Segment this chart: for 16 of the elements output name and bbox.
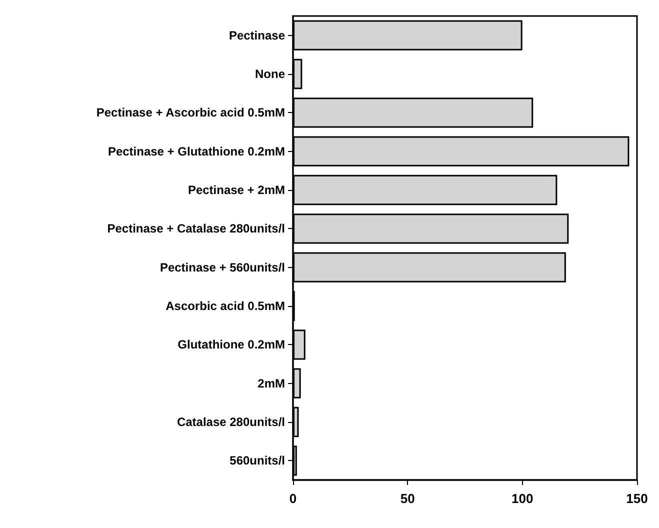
y-tick-label: Glutathione 0.2mM [178, 338, 286, 352]
y-tick-label: Ascorbic acid 0.5mM [166, 299, 285, 313]
x-tick-label: 150 [626, 491, 648, 506]
y-tick-label: Pectinase + Catalase 280units/l [107, 222, 285, 236]
y-tick-label: None [255, 67, 286, 81]
y-tick-label: Pectinase [228, 28, 286, 42]
y-tick-label: Pectinase + Glutathione 0.2mM [108, 144, 285, 158]
y-tick-label: 2mM [258, 376, 285, 390]
y-tick-label: Pectinase + Ascorbic acid 0.5mM [96, 106, 285, 120]
x-tick-label: 100 [511, 491, 534, 506]
y-tick-label: Pectinase + 2mM [188, 183, 285, 197]
y-tick-label: 560units/l [230, 454, 285, 468]
y-tick-label: Catalase 280units/l [176, 415, 285, 429]
x-tick-label: 0 [289, 491, 297, 506]
y-tick-label: Pectinase + 560units/l [160, 260, 285, 274]
x-tick-label: 50 [400, 491, 415, 506]
